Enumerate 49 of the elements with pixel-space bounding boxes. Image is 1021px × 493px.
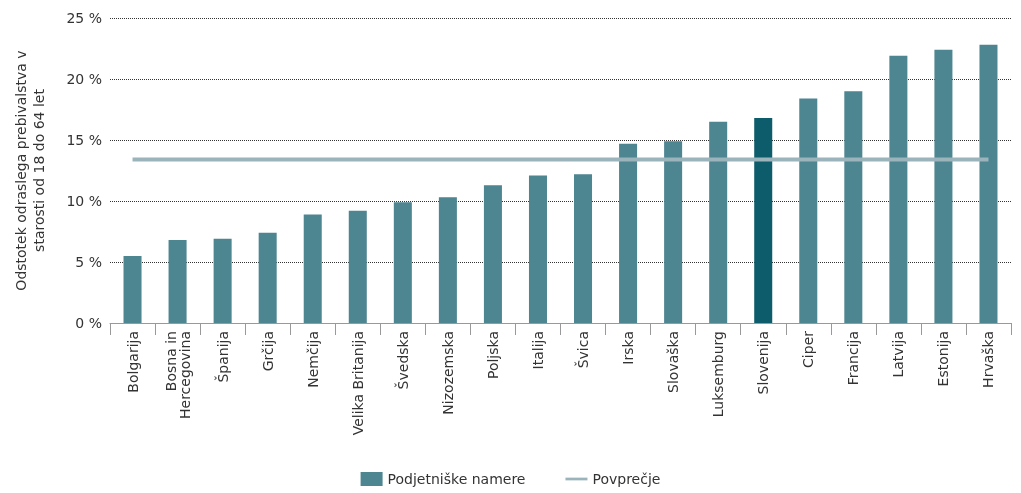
bar — [123, 255, 142, 323]
bar — [664, 141, 683, 323]
x-tick-label: Grčija — [259, 331, 276, 372]
legend-label: Podjetniške namere — [387, 471, 526, 487]
bar — [438, 197, 457, 323]
bar — [258, 232, 277, 323]
legend-label: Povprečje — [592, 471, 661, 487]
bar — [574, 174, 593, 323]
x-tick-label: Švica — [574, 331, 592, 369]
bar — [168, 240, 187, 323]
x-tick-label: Irska — [620, 331, 637, 365]
x-tick-label: Bosna in Hercegovina — [162, 331, 193, 419]
x-tick-label: Latvija — [890, 331, 907, 378]
x-tick-label: Slovenija — [755, 331, 772, 395]
bar — [528, 175, 547, 323]
bar — [889, 55, 908, 323]
bar — [483, 185, 502, 323]
y-axis-title: Odstotek odraslega prebivalstva v starosti od 18 do 64 let — [13, 50, 47, 291]
bar — [619, 143, 638, 323]
bar — [754, 118, 773, 323]
x-tick-label: Nizozemska — [439, 331, 456, 415]
bar — [709, 121, 728, 323]
bar — [213, 238, 232, 323]
bar — [348, 210, 367, 323]
bar — [844, 91, 863, 323]
y-tick-label: 0 % — [75, 315, 102, 331]
y-tick-label: 5 % — [75, 254, 102, 270]
x-tick-label: Francija — [845, 331, 862, 386]
bar — [979, 44, 998, 323]
y-tick-label: 25 % — [66, 10, 102, 26]
y-tick-label: 10 % — [66, 193, 102, 209]
bar — [934, 49, 953, 323]
bar — [799, 98, 818, 323]
x-tick-label: Hrvaška — [980, 331, 997, 388]
bar — [393, 202, 412, 323]
x-tick-label: Slovaška — [665, 331, 682, 393]
x-tick-label: Italija — [529, 331, 546, 370]
x-tick-label: Ciper — [800, 330, 817, 368]
y-tick-label: 15 % — [66, 132, 102, 148]
x-tick-label: Španija — [213, 331, 231, 383]
x-tick-label: Poljska — [484, 331, 501, 380]
y-tick-label: 20 % — [66, 71, 102, 87]
x-tick-label: Švedska — [393, 331, 411, 390]
x-tick-label: Estonija — [935, 331, 952, 387]
bar — [303, 214, 322, 323]
x-tick-label: Bolgarija — [124, 331, 141, 393]
x-tick-label: Nemčija — [304, 331, 321, 388]
x-tick-label: Velika Britanija — [349, 331, 366, 436]
x-tick-label: Luksemburg — [710, 331, 727, 418]
